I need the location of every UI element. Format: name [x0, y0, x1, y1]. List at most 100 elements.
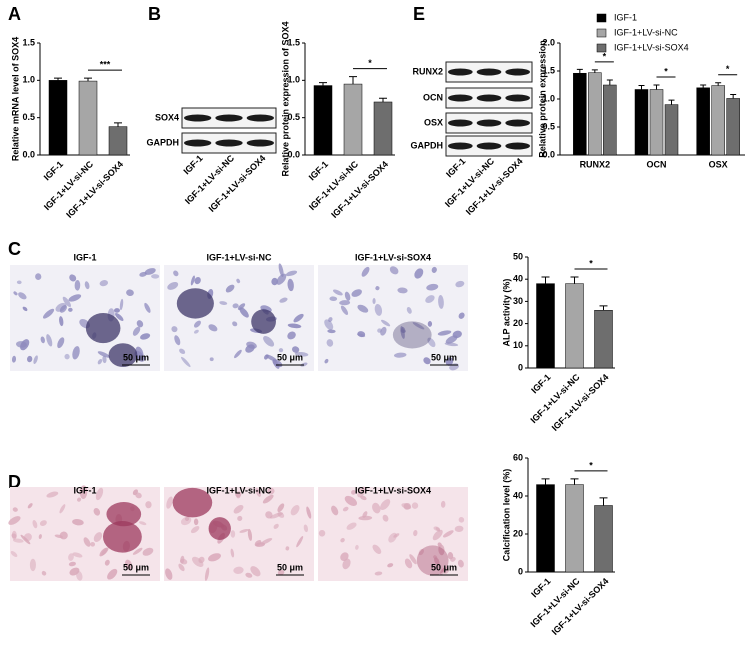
error-bar	[541, 276, 550, 284]
cell	[372, 502, 381, 514]
x-tick-label: IGF-1	[42, 159, 65, 182]
cell	[72, 518, 84, 526]
cell	[272, 359, 280, 369]
cell	[119, 298, 124, 311]
cell	[190, 275, 195, 286]
y-tick-label: 30	[513, 296, 523, 306]
cell	[342, 558, 351, 570]
cell	[97, 358, 103, 365]
cell	[72, 552, 83, 558]
y-tick-label: 20	[513, 318, 523, 328]
error-bar	[715, 82, 722, 86]
bar	[343, 83, 363, 156]
cell	[27, 503, 33, 509]
cell	[431, 266, 437, 273]
blot-row-label: GAPDH	[146, 137, 179, 147]
significance-label: *	[368, 58, 372, 68]
cell	[22, 306, 28, 312]
cell	[234, 349, 242, 359]
cell	[90, 541, 96, 547]
cell	[208, 324, 218, 332]
cell	[239, 307, 249, 318]
cell	[332, 289, 343, 296]
cell	[437, 330, 452, 336]
bar	[664, 104, 679, 156]
panel-label: E	[413, 4, 425, 24]
error-bar	[349, 76, 357, 85]
cell	[351, 489, 356, 495]
blot-band	[505, 68, 530, 76]
y-tick-label: 10	[513, 340, 523, 350]
cell	[278, 348, 284, 353]
cell	[339, 300, 351, 306]
bar	[108, 126, 128, 156]
y-tick-label: 40	[513, 274, 523, 284]
bar	[565, 283, 584, 369]
cell	[102, 355, 107, 364]
error-bar	[379, 97, 387, 102]
x-tick-label: OCN	[647, 159, 667, 169]
blot-row-label: OSX	[424, 117, 443, 127]
cell	[99, 547, 108, 557]
cell	[190, 526, 200, 534]
micrograph	[318, 265, 468, 371]
cell	[42, 308, 55, 319]
cell	[165, 568, 173, 580]
bar	[588, 72, 602, 156]
cell	[340, 538, 345, 543]
cell	[132, 547, 143, 555]
cell	[292, 346, 300, 353]
cell	[285, 546, 290, 551]
legend-swatch	[596, 28, 607, 38]
blot-band	[476, 142, 502, 150]
cell	[344, 495, 358, 506]
cell	[279, 297, 288, 303]
stained-nodule	[392, 321, 432, 349]
cell	[68, 561, 76, 567]
y-tick-label: 1.5	[287, 37, 300, 47]
micrograph-title: IGF-1+LV-si-NC	[206, 485, 272, 495]
cell	[193, 320, 201, 328]
blot-band	[476, 68, 502, 76]
legend-swatch	[596, 43, 607, 53]
cell	[236, 278, 241, 284]
cell	[104, 559, 110, 566]
cell	[306, 506, 312, 519]
cell	[59, 504, 66, 514]
error-bar	[570, 276, 579, 284]
cell	[84, 281, 90, 290]
cell	[124, 559, 133, 570]
cell	[192, 556, 204, 568]
cell	[144, 302, 151, 313]
cell	[236, 493, 241, 499]
cell	[178, 563, 185, 572]
blot-lane-label: IGF-1	[444, 156, 467, 179]
cell	[360, 495, 367, 501]
bar	[726, 98, 740, 156]
cell	[265, 511, 273, 519]
stained-nodule	[176, 288, 214, 319]
bar	[594, 310, 613, 369]
y-tick-label: 2.0	[542, 37, 555, 47]
cell	[219, 301, 228, 305]
cell	[361, 266, 370, 277]
cell	[263, 336, 275, 347]
cell	[273, 523, 279, 529]
cell	[46, 491, 59, 498]
error-bar	[700, 84, 707, 88]
micrograph-title: IGF-1+LV-si-SOX4	[355, 485, 431, 495]
cell	[372, 298, 376, 305]
cell	[276, 273, 287, 285]
cell	[377, 328, 382, 333]
cell	[318, 529, 326, 537]
y-tick-label: 0	[518, 566, 523, 576]
blot-band	[215, 139, 243, 147]
cell	[132, 326, 141, 336]
bar	[78, 80, 98, 156]
cell	[138, 521, 147, 526]
cell	[287, 331, 296, 340]
error-bar	[54, 77, 62, 81]
blot-lane-label: IGF-1+LV-si-SOX4	[207, 153, 268, 214]
blot-band	[246, 114, 274, 122]
cell	[113, 308, 120, 313]
